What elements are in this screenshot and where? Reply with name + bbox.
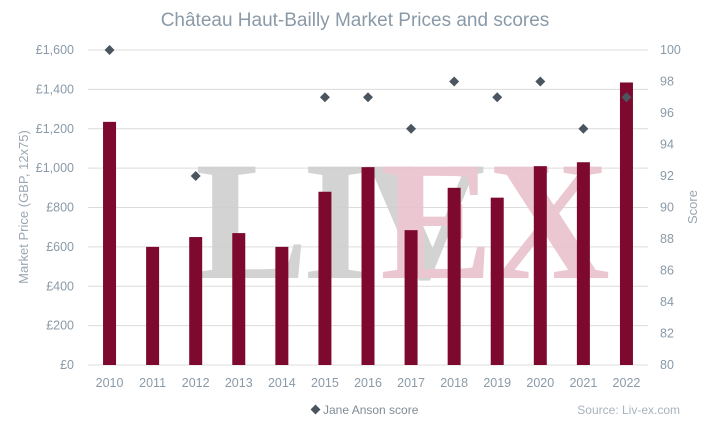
- y-axis-label: Market Price (GBP, 12x75): [16, 130, 31, 284]
- price-bar: [189, 237, 203, 365]
- chart-title: Château Haut-Bailly Market Prices and sc…: [161, 10, 550, 31]
- y2-axis-label: Score: [685, 190, 700, 224]
- score-marker: [578, 123, 589, 134]
- y-tick-label: £600: [46, 240, 74, 254]
- legend: Jane Anson score: [310, 403, 419, 417]
- price-bar: [576, 162, 590, 365]
- bar-series: [103, 82, 633, 365]
- score-marker: [363, 92, 373, 103]
- price-bar: [533, 166, 547, 365]
- y2-tick-label: 98: [660, 75, 674, 89]
- x-tick-label: 2013: [225, 376, 253, 390]
- y2-tick-label: 88: [660, 232, 674, 246]
- score-marker: [190, 171, 201, 181]
- y-tick-label: £1,600: [36, 43, 74, 57]
- y-tick-label: £200: [46, 319, 74, 333]
- score-marker: [535, 76, 546, 87]
- y2-tick-label: 80: [660, 358, 674, 372]
- y2-tick-label: 96: [660, 106, 674, 120]
- x-tick-label: 2014: [268, 376, 296, 390]
- x-tick-label: 2020: [526, 376, 554, 390]
- x-tick-label: 2012: [182, 376, 210, 390]
- y2-tick-label: 86: [660, 264, 674, 278]
- y2-tick-label: 94: [660, 138, 674, 152]
- y2-tick-label: 82: [660, 327, 674, 341]
- y-tick-label: £1,400: [36, 82, 74, 96]
- score-marker: [319, 92, 330, 103]
- x-tick-label: 2021: [569, 376, 597, 390]
- y-tick-label: £0: [60, 358, 74, 372]
- y2-tick-label: 84: [660, 295, 674, 309]
- score-marker: [104, 45, 115, 55]
- x-tick-label: 2011: [139, 376, 166, 390]
- y-axis-right-ticks: 80 82 84 86 88 90 92 94 96 98 100: [660, 43, 681, 372]
- x-tick-label: 2010: [96, 376, 124, 390]
- x-tick-label: 2018: [440, 376, 468, 390]
- score-marker: [621, 92, 632, 103]
- x-tick-label: 2015: [311, 376, 339, 390]
- price-bar: [490, 197, 504, 365]
- y2-tick-label: 90: [660, 201, 674, 215]
- y-axis-left-ticks: £0 £200 £400 £600 £800 £1,000 £1,200 £1,400 £1,6…: [36, 43, 74, 372]
- y-tick-label: £1,000: [36, 161, 74, 175]
- y2-tick-label: 100: [660, 43, 681, 57]
- source-note: Source: Liv-ex.com: [577, 403, 680, 417]
- price-bar: [146, 246, 160, 365]
- price-bar: [404, 230, 418, 365]
- x-tick-label: 2019: [483, 376, 511, 390]
- price-bar: [275, 246, 289, 365]
- score-series: [104, 45, 632, 181]
- x-tick-label: 2022: [613, 376, 641, 390]
- price-bar: [447, 187, 461, 365]
- price-bar: [232, 233, 246, 365]
- price-bar: [318, 191, 332, 365]
- y-tick-label: £1,200: [36, 122, 74, 136]
- y-tick-label: £400: [46, 279, 74, 293]
- x-axis-ticks: 2010 2011 2012 2013 2014 2015 2016 2017 2018 2019…: [96, 376, 641, 390]
- legend-label: Jane Anson score: [323, 403, 419, 417]
- legend-diamond-icon: [310, 404, 321, 415]
- y-tick-label: £800: [46, 201, 74, 215]
- x-tick-label: 2016: [354, 376, 382, 390]
- price-bar: [103, 121, 117, 365]
- score-marker: [449, 76, 460, 87]
- score-marker: [492, 92, 503, 103]
- x-tick-label: 2017: [397, 376, 425, 390]
- score-marker: [406, 123, 417, 134]
- y2-tick-label: 92: [660, 169, 674, 183]
- price-bar: [361, 167, 375, 365]
- price-bar: [619, 82, 633, 365]
